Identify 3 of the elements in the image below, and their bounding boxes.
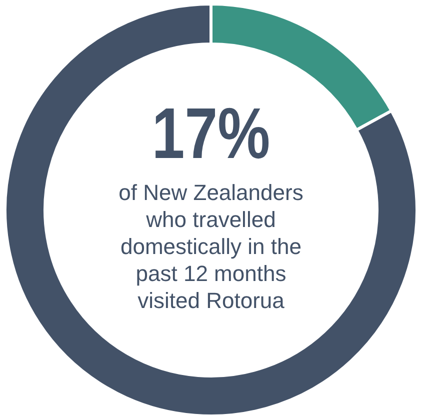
text: 17%: [152, 92, 270, 174]
text: of New Zealanders who travelled domestically in the past 12 months visited Rotorua: [118, 180, 304, 313]
donut-slice: [4, 2, 418, 418]
